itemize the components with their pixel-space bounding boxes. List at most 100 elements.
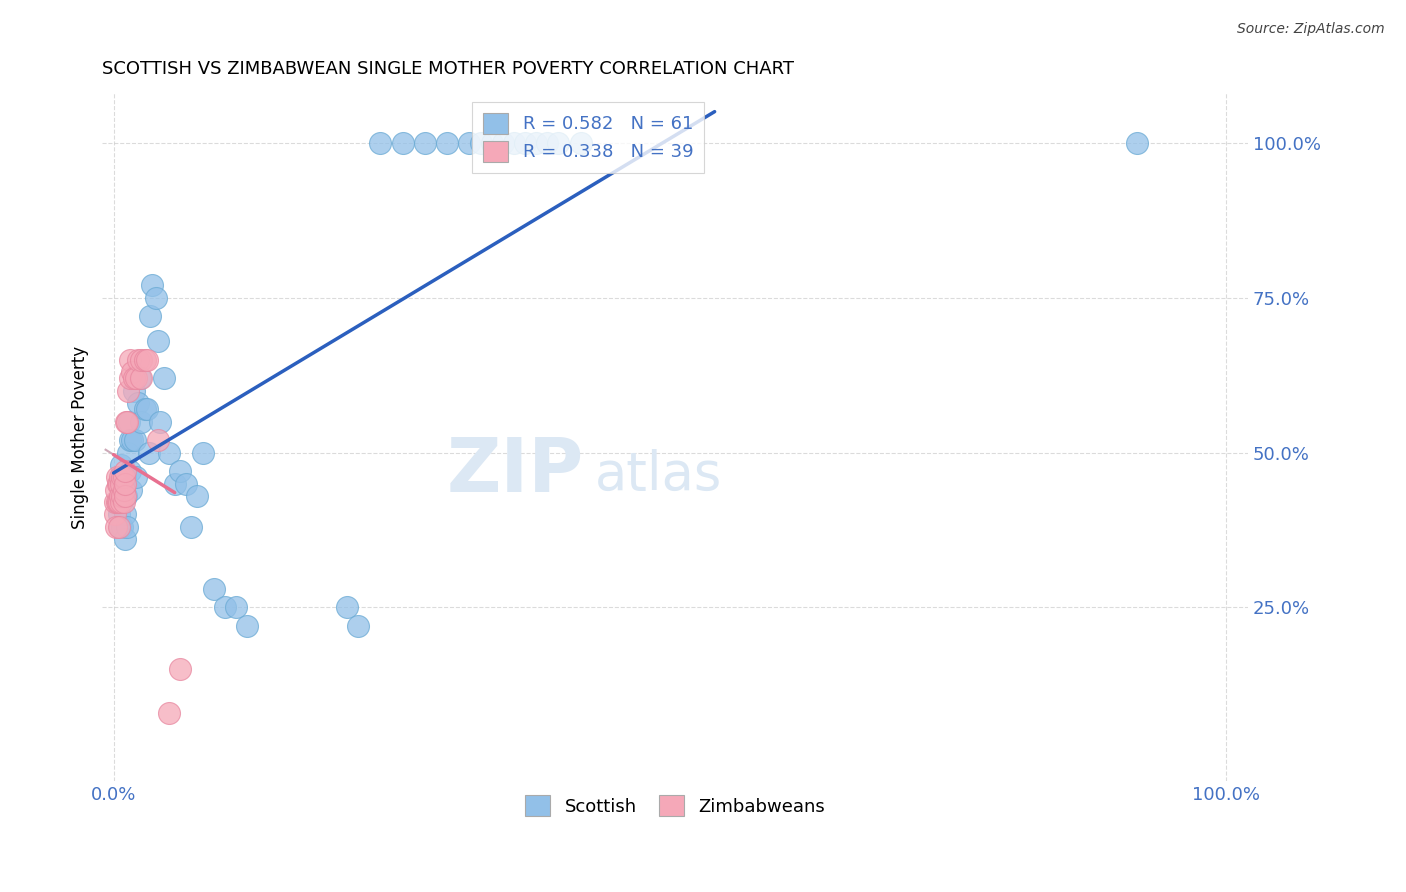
Point [118, 415, 141, 429]
Point [108, 495, 131, 509]
Point [104, 508, 127, 522]
Point [492, 136, 515, 150]
Point [135, 352, 157, 367]
Point [131, 352, 153, 367]
Point [191, 445, 214, 459]
Point [108, 495, 131, 509]
Point [114, 415, 136, 429]
Point [569, 136, 592, 150]
Point [111, 489, 134, 503]
Point [112, 470, 135, 484]
Point [104, 483, 127, 497]
Point [110, 489, 132, 503]
Point [104, 520, 127, 534]
Point [536, 136, 558, 150]
Point [120, 464, 142, 478]
Text: Source: ZipAtlas.com: Source: ZipAtlas.com [1237, 22, 1385, 37]
Point [110, 520, 132, 534]
Text: ZIP: ZIP [446, 435, 583, 508]
Point [110, 470, 132, 484]
Point [115, 415, 138, 429]
Point [146, 433, 169, 447]
Point [145, 291, 167, 305]
Text: atlas: atlas [595, 449, 723, 500]
Point [347, 619, 370, 633]
Point [117, 384, 139, 398]
Point [127, 352, 149, 367]
Point [114, 533, 136, 547]
Point [139, 309, 162, 323]
Point [131, 415, 153, 429]
Point [120, 433, 142, 447]
Point [108, 520, 131, 534]
Point [114, 470, 136, 484]
Point [413, 136, 436, 150]
Point [107, 495, 129, 509]
Point [120, 352, 142, 367]
Point [111, 470, 134, 484]
Point [115, 520, 138, 534]
Point [125, 371, 148, 385]
Point [114, 464, 136, 478]
Point [114, 489, 136, 503]
Point [169, 464, 191, 478]
Point [169, 662, 191, 676]
Point [111, 483, 134, 497]
Point [125, 470, 148, 484]
Point [524, 136, 547, 150]
Point [112, 495, 135, 509]
Point [370, 136, 392, 150]
Point [152, 371, 174, 385]
Point [214, 600, 236, 615]
Point [481, 136, 503, 150]
Legend: Scottish, Zimbabweans: Scottish, Zimbabweans [517, 789, 832, 823]
Point [111, 520, 134, 534]
Point [110, 476, 132, 491]
Point [135, 402, 157, 417]
Point [134, 352, 156, 367]
Point [134, 402, 156, 417]
Point [180, 520, 202, 534]
Point [157, 706, 180, 720]
Point [120, 483, 142, 497]
Point [163, 476, 186, 491]
Point [502, 136, 524, 150]
Point [114, 476, 136, 491]
Point [336, 600, 359, 615]
Point [436, 136, 458, 150]
Point [117, 445, 139, 459]
Point [149, 415, 172, 429]
Point [470, 136, 492, 150]
Point [236, 619, 259, 633]
Y-axis label: Single Mother Poverty: Single Mother Poverty [72, 345, 89, 529]
Point [186, 489, 208, 503]
Point [127, 396, 149, 410]
Point [112, 476, 135, 491]
Point [458, 136, 481, 150]
Point [110, 495, 132, 509]
Point [391, 136, 413, 150]
Point [105, 470, 128, 484]
Text: SCOTTISH VS ZIMBABWEAN SINGLE MOTHER POVERTY CORRELATION CHART: SCOTTISH VS ZIMBABWEAN SINGLE MOTHER POV… [103, 60, 794, 78]
Point [108, 508, 131, 522]
Point [105, 495, 128, 509]
Point [202, 582, 225, 596]
Point [107, 476, 129, 491]
Point [120, 371, 142, 385]
Point [110, 458, 132, 472]
Point [513, 136, 536, 150]
Point [141, 278, 163, 293]
Point [124, 433, 146, 447]
Point [157, 445, 180, 459]
Point [112, 483, 135, 497]
Point [131, 371, 153, 385]
Point [174, 476, 197, 491]
Point [121, 433, 143, 447]
Point [547, 136, 569, 150]
Point [104, 495, 127, 509]
Point [146, 334, 169, 348]
Point [1125, 136, 1147, 150]
Point [122, 384, 145, 398]
Point [225, 600, 247, 615]
Point [121, 365, 143, 379]
